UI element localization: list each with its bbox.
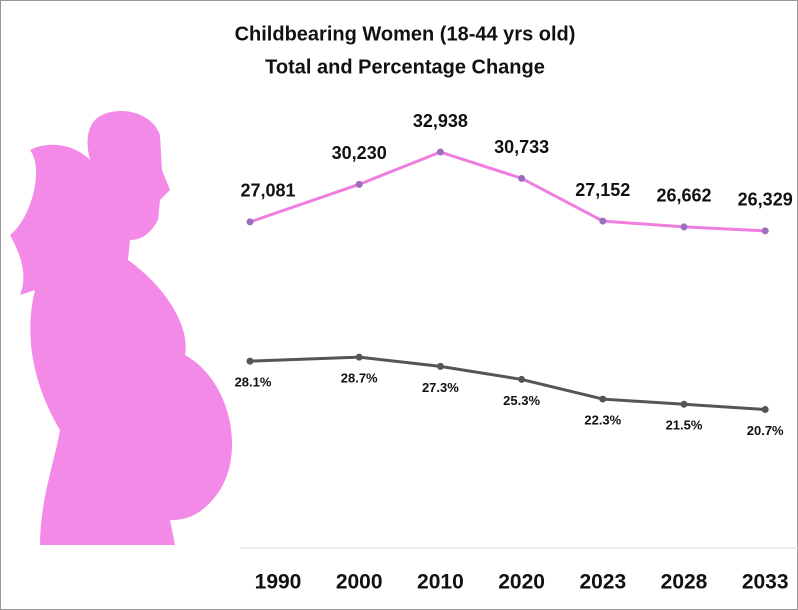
chart-title: Childbearing Women (18-44 yrs old) (235, 23, 576, 45)
value-label: 28.7% (341, 371, 378, 386)
value-label: 20.7% (747, 423, 784, 438)
value-label: 26,662 (656, 186, 711, 206)
point (437, 363, 444, 370)
value-label: 27.3% (422, 380, 459, 395)
x-tick-label: 2020 (498, 571, 545, 594)
point (356, 181, 363, 188)
point (599, 396, 606, 403)
value-label: 22.3% (584, 413, 621, 428)
value-label: 32,938 (413, 111, 468, 131)
x-tick-label: 1990 (255, 571, 302, 594)
point (518, 175, 525, 182)
point (247, 358, 254, 365)
point (762, 406, 769, 413)
value-label: 28.1% (235, 375, 272, 390)
x-tick-label: 2033 (742, 571, 789, 594)
x-tick-label: 2028 (661, 571, 708, 594)
x-tick-label: 2000 (336, 571, 383, 594)
value-label: 25.3% (503, 393, 540, 408)
chart-subtitle: Total and Percentage Change (265, 56, 545, 78)
value-label: 27,152 (575, 180, 630, 200)
value-label: 27,081 (240, 181, 295, 201)
point (437, 149, 444, 156)
point (599, 218, 606, 225)
point (762, 227, 769, 234)
x-tick-label: 2010 (417, 571, 464, 594)
value-label: 26,329 (738, 190, 793, 210)
value-label: 30,733 (494, 137, 549, 157)
point (518, 376, 525, 383)
point (247, 218, 254, 225)
point (681, 223, 688, 230)
point (356, 354, 363, 361)
point (681, 401, 688, 408)
value-label: 21.5% (666, 418, 703, 433)
value-label: 30,230 (332, 143, 387, 163)
x-tick-label: 2023 (579, 571, 626, 594)
chart: Childbearing Women (18-44 yrs old) Total… (0, 0, 798, 610)
